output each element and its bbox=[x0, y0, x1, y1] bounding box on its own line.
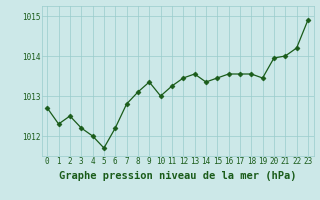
X-axis label: Graphe pression niveau de la mer (hPa): Graphe pression niveau de la mer (hPa) bbox=[59, 171, 296, 181]
